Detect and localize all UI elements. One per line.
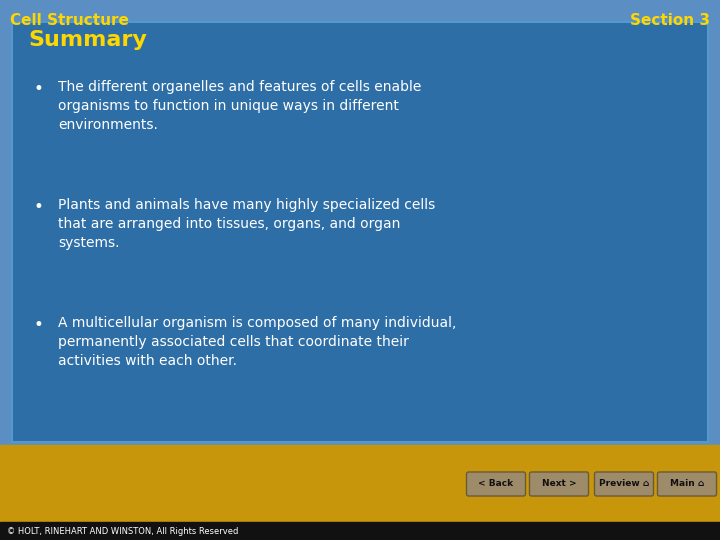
FancyBboxPatch shape [529,472,588,496]
Text: Summary: Summary [28,30,147,50]
Text: The different organelles and features of cells enable
organisms to function in u: The different organelles and features of… [58,80,421,132]
Text: Main ⌂: Main ⌂ [670,480,704,489]
Text: •: • [34,198,44,216]
Text: Preview ⌂: Preview ⌂ [599,480,649,489]
Text: A multicellular organism is composed of many individual,
permanently associated : A multicellular organism is composed of … [58,316,456,368]
FancyBboxPatch shape [657,472,716,496]
Text: •: • [34,80,44,98]
Text: Next >: Next > [541,480,576,489]
Text: < Back: < Back [478,480,513,489]
Text: Section 3: Section 3 [630,13,710,28]
Bar [0,522,720,540]
FancyBboxPatch shape [467,472,526,496]
Text: Plants and animals have many highly specialized cells
that are arranged into tis: Plants and animals have many highly spec… [58,198,436,250]
Text: © HOLT, RINEHART AND WINSTON, All Rights Reserved: © HOLT, RINEHART AND WINSTON, All Rights… [7,526,238,536]
FancyBboxPatch shape [595,472,654,496]
FancyBboxPatch shape [12,22,708,442]
Text: •: • [34,316,44,334]
Text: Cell Structure: Cell Structure [10,13,129,28]
Bar [0,445,720,540]
